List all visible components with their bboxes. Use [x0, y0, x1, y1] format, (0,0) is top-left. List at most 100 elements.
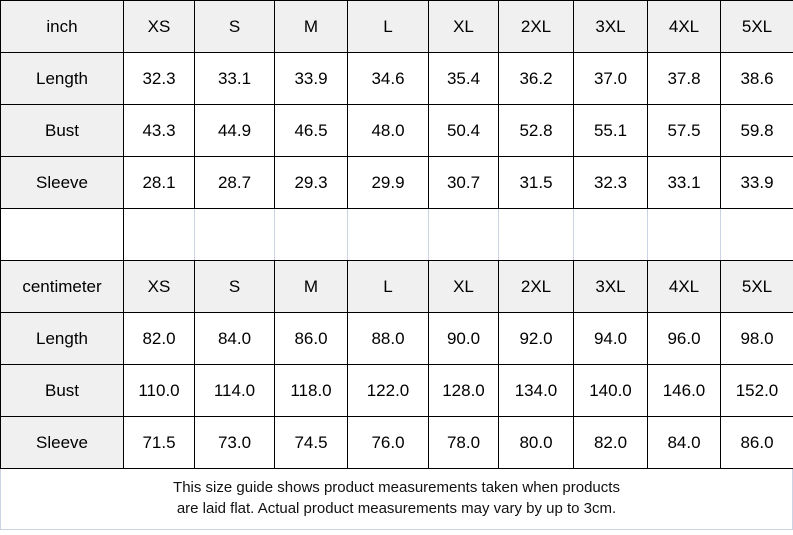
value-cell: 28.7 — [194, 156, 275, 209]
value-cell: 36.2 — [498, 52, 574, 105]
value-cell: 152.0 — [720, 364, 793, 417]
size-header-cell: XS — [123, 260, 195, 313]
value-cell: 122.0 — [347, 364, 429, 417]
value-cell: 82.0 — [123, 312, 195, 365]
size-header-cell: 4XL — [647, 260, 721, 313]
spacer-cell — [720, 208, 793, 261]
size-header-cell: 5XL — [720, 0, 793, 53]
size-header-cell: M — [274, 260, 348, 313]
value-cell: 31.5 — [498, 156, 574, 209]
value-cell: 32.3 — [573, 156, 648, 209]
size-guide-table: inch XS S M L XL 2XL 3XL 4XL 5XL Length 32.3 33.1 33.… — [0, 0, 793, 469]
size-header-cell: 5XL — [720, 260, 793, 313]
value-cell: 78.0 — [428, 416, 499, 469]
spacer-cell — [123, 208, 195, 261]
value-cell: 44.9 — [194, 104, 275, 157]
value-cell: 80.0 — [498, 416, 574, 469]
value-cell: 74.5 — [274, 416, 348, 469]
value-cell: 71.5 — [123, 416, 195, 469]
value-cell: 90.0 — [428, 312, 499, 365]
value-cell: 84.0 — [647, 416, 721, 469]
spacer-cell — [647, 208, 721, 261]
value-cell: 86.0 — [720, 416, 793, 469]
value-cell: 33.1 — [194, 52, 275, 105]
value-cell: 94.0 — [573, 312, 648, 365]
spacer-cell — [274, 208, 348, 261]
value-cell: 73.0 — [194, 416, 275, 469]
value-cell: 128.0 — [428, 364, 499, 417]
row-label-cell: Length — [0, 312, 124, 365]
value-cell: 134.0 — [498, 364, 574, 417]
size-header-row: centimeter XS S M L XL 2XL 3XL 4XL 5XL — [0, 260, 793, 313]
value-cell: 33.9 — [274, 52, 348, 105]
size-header-cell: 2XL — [498, 260, 574, 313]
size-header-row: inch XS S M L XL 2XL 3XL 4XL 5XL — [0, 0, 793, 53]
value-cell: 59.8 — [720, 104, 793, 157]
value-cell: 146.0 — [647, 364, 721, 417]
spacer-cell — [428, 208, 499, 261]
value-cell: 28.1 — [123, 156, 195, 209]
note-line-1: This size guide shows product measuremen… — [173, 479, 620, 496]
size-header-cell: S — [194, 260, 275, 313]
size-header-cell: M — [274, 0, 348, 53]
value-cell: 50.4 — [428, 104, 499, 157]
value-cell: 34.6 — [347, 52, 429, 105]
size-header-cell: 4XL — [647, 0, 721, 53]
value-cell: 140.0 — [573, 364, 648, 417]
spacer-cell — [347, 208, 429, 261]
value-cell: 84.0 — [194, 312, 275, 365]
value-cell: 88.0 — [347, 312, 429, 365]
size-guide-note: This size guide shows product measuremen… — [0, 469, 793, 530]
value-cell: 98.0 — [720, 312, 793, 365]
size-header-cell: 3XL — [573, 0, 648, 53]
size-header-cell: 2XL — [498, 0, 574, 53]
measurement-row: Sleeve 71.5 73.0 74.5 76.0 78.0 80.0 82.0 84.0 86… — [0, 416, 793, 469]
spacer-row — [0, 208, 793, 261]
value-cell: 37.8 — [647, 52, 721, 105]
measurement-row: Length 32.3 33.1 33.9 34.6 35.4 36.2 37.0 37.8 38… — [0, 52, 793, 105]
size-guide-table-body: inch XS S M L XL 2XL 3XL 4XL 5XL Length 32.3 33.1 33.… — [0, 0, 793, 469]
value-cell: 46.5 — [274, 104, 348, 157]
measurement-row: Bust 110.0 114.0 118.0 122.0 128.0 134.0 140.0 1… — [0, 364, 793, 417]
spacer-cell — [573, 208, 648, 261]
size-header-cell: L — [347, 0, 429, 53]
measurement-row: Bust 43.3 44.9 46.5 48.0 50.4 52.8 55.1 57.5 59.8 — [0, 104, 793, 157]
measurement-row: Sleeve 28.1 28.7 29.3 29.9 30.7 31.5 32.3 33.1 33… — [0, 156, 793, 209]
value-cell: 76.0 — [347, 416, 429, 469]
value-cell: 29.9 — [347, 156, 429, 209]
value-cell: 29.3 — [274, 156, 348, 209]
size-header-cell: S — [194, 0, 275, 53]
value-cell: 43.3 — [123, 104, 195, 157]
value-cell: 110.0 — [123, 364, 195, 417]
value-cell: 30.7 — [428, 156, 499, 209]
value-cell: 33.1 — [647, 156, 721, 209]
row-label-cell: Length — [0, 52, 124, 105]
note-line-2: are laid flat. Actual product measuremen… — [176, 500, 617, 517]
unit-header-cell: centimeter — [0, 260, 124, 313]
value-cell: 96.0 — [647, 312, 721, 365]
value-cell: 118.0 — [274, 364, 348, 417]
size-header-cell: XS — [123, 0, 195, 53]
row-label-cell: Bust — [0, 104, 124, 157]
size-header-cell: L — [347, 260, 429, 313]
value-cell: 86.0 — [274, 312, 348, 365]
unit-header-cell: inch — [0, 0, 124, 53]
size-header-cell: 3XL — [573, 260, 648, 313]
size-header-cell: XL — [428, 260, 499, 313]
value-cell: 37.0 — [573, 52, 648, 105]
spacer-cell — [0, 208, 124, 261]
size-header-cell: XL — [428, 0, 499, 53]
value-cell: 35.4 — [428, 52, 499, 105]
spacer-cell — [498, 208, 574, 261]
value-cell: 92.0 — [498, 312, 574, 365]
value-cell: 57.5 — [647, 104, 721, 157]
spacer-cell — [194, 208, 275, 261]
value-cell: 33.9 — [720, 156, 793, 209]
value-cell: 52.8 — [498, 104, 574, 157]
value-cell: 82.0 — [573, 416, 648, 469]
row-label-cell: Bust — [0, 364, 124, 417]
value-cell: 32.3 — [123, 52, 195, 105]
value-cell: 55.1 — [573, 104, 648, 157]
measurement-row: Length 82.0 84.0 86.0 88.0 90.0 92.0 94.0 96.0 98… — [0, 312, 793, 365]
